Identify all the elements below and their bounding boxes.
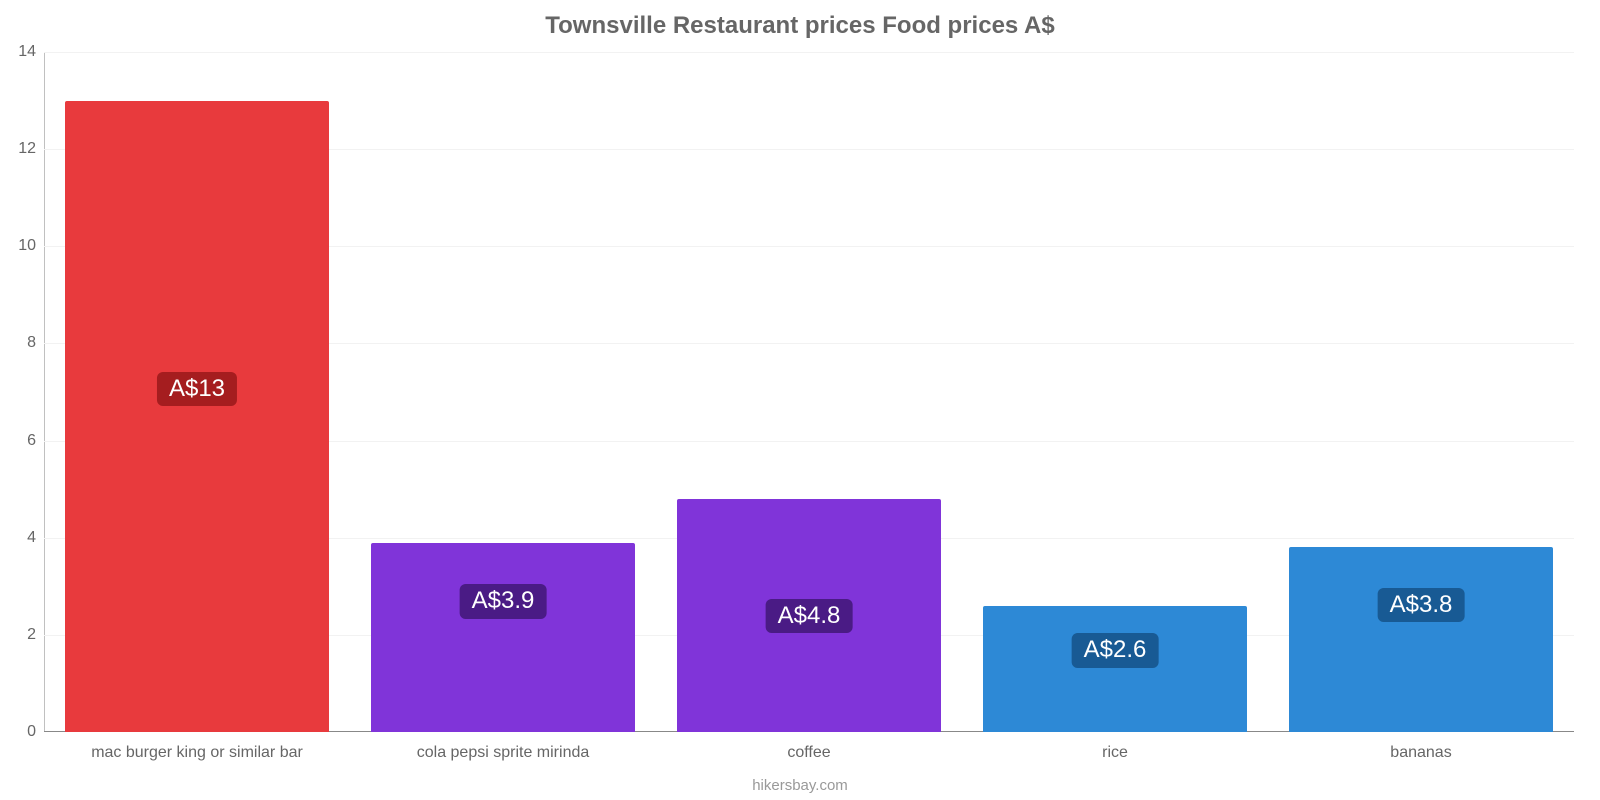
y-tick-label: 4 (27, 529, 36, 547)
y-tick-label: 10 (18, 237, 36, 255)
bar (65, 101, 328, 732)
y-tick-label: 0 (27, 723, 36, 741)
bar (983, 606, 1246, 732)
category-label: mac burger king or similar bar (91, 744, 303, 762)
bar-value-label: A$2.6 (1072, 633, 1159, 667)
bar-value-label: A$4.8 (766, 599, 853, 633)
bar (371, 543, 634, 732)
y-tick-label: 12 (18, 140, 36, 158)
bar (1289, 547, 1552, 732)
y-tick-label: 2 (27, 626, 36, 644)
y-tick-label: 14 (18, 43, 36, 61)
chart-credit: hikersbay.com (0, 777, 1600, 794)
category-label: coffee (787, 744, 830, 762)
bar-value-label: A$13 (157, 372, 237, 406)
category-label: rice (1102, 744, 1128, 762)
category-label: cola pepsi sprite mirinda (417, 744, 590, 762)
y-tick-label: 8 (27, 334, 36, 352)
chart-title: Townsville Restaurant prices Food prices… (0, 12, 1600, 40)
bar-value-label: A$3.9 (460, 584, 547, 618)
bar-value-label: A$3.8 (1378, 588, 1465, 622)
y-tick-label: 6 (27, 432, 36, 450)
price-bar-chart: Townsville Restaurant prices Food prices… (0, 0, 1600, 800)
category-label: bananas (1390, 744, 1451, 762)
plot-area: 02468101214A$13mac burger king or simila… (44, 52, 1574, 732)
